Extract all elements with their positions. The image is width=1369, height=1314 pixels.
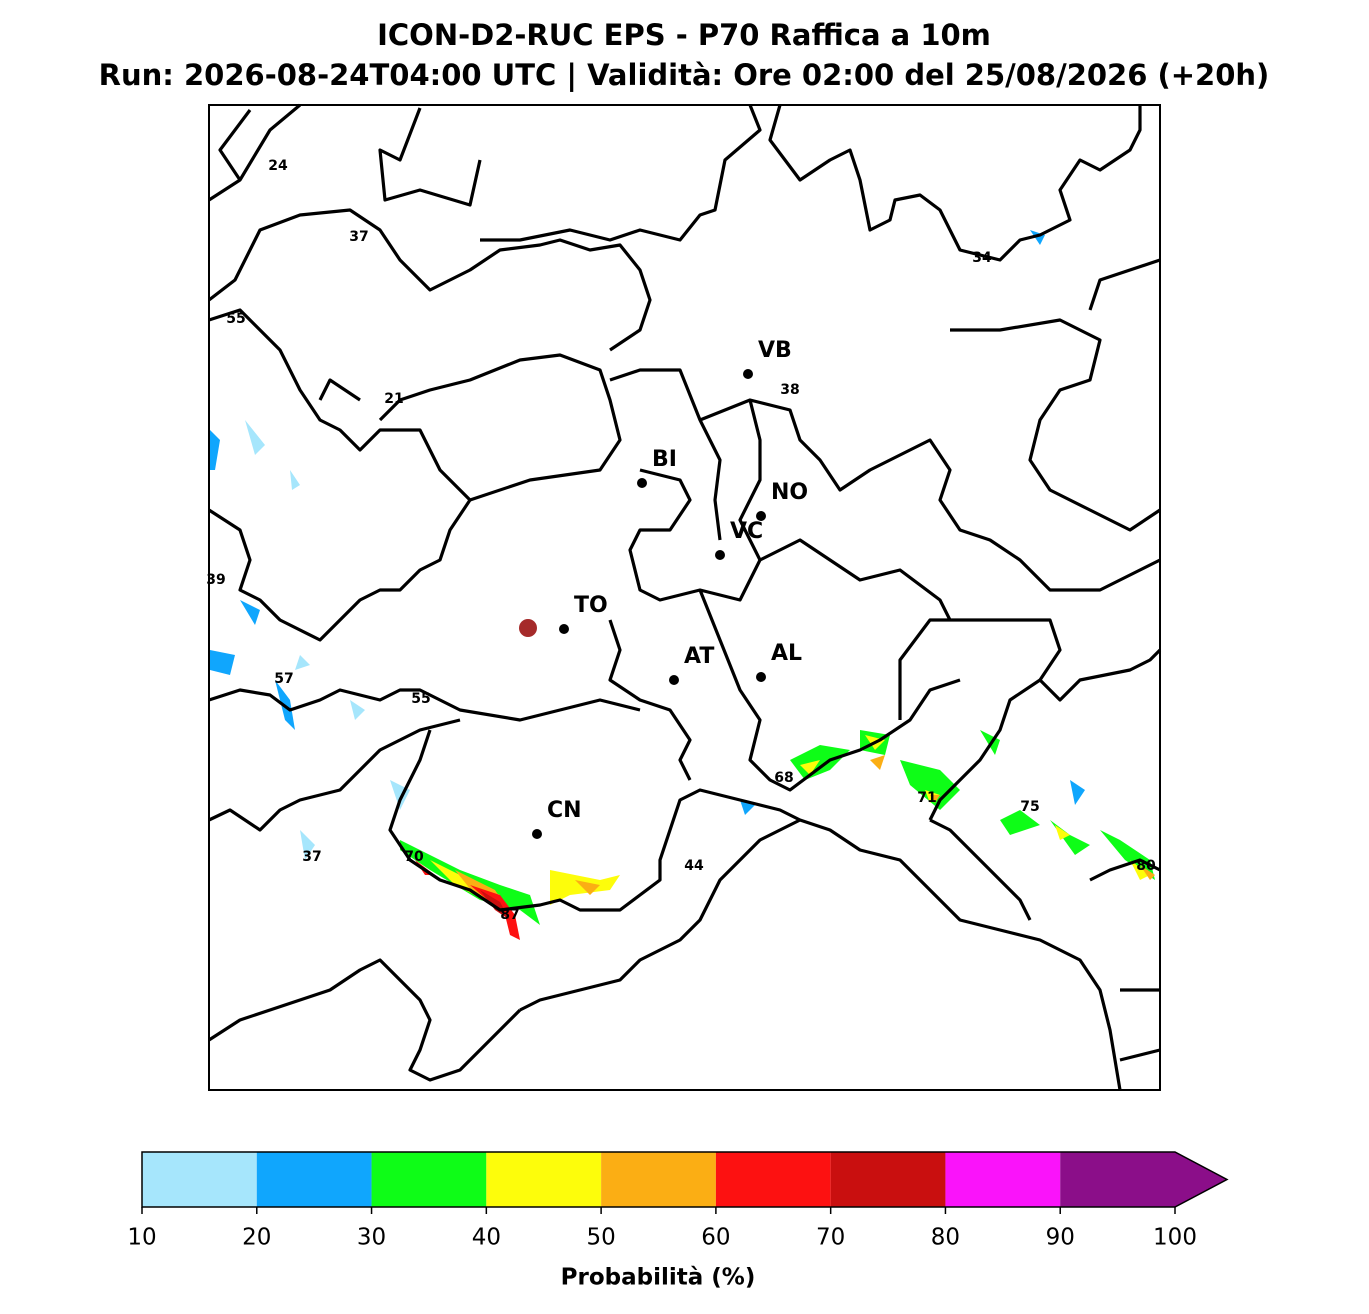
max-labels: 24 37 34 55 21 38 39 57 55 68 71 75 80 37 70 87 44 [206,158,1156,923]
max-label: 37 [349,229,368,245]
colorbar-bin [830,1152,946,1207]
borders [208,103,1162,1091]
max-label: 37 [302,849,321,865]
city-label: CN [547,798,582,823]
city-label: BI [652,447,677,472]
max-label: 57 [274,671,293,687]
colorbar-bin [256,1152,372,1207]
point-marker [519,619,537,637]
colorbar-outline [141,1151,1229,1208]
max-label: 21 [384,391,403,407]
max-label: 75 [1020,799,1039,815]
probability-patches [210,230,1155,940]
max-label: 70 [404,849,424,865]
colorbar-tick-label: 10 [127,1225,156,1251]
city-label: VC [730,519,763,544]
colorbar-tick-label: 40 [472,1225,501,1251]
max-label: 55 [411,691,430,707]
city-label: NO [771,480,808,505]
colorbar-tick-label: 30 [357,1225,386,1251]
cities: VB BI NO VC TO AT AL CN [532,338,808,839]
city-dot [715,550,725,560]
max-label: 38 [780,382,799,398]
colorbar-tick-label: 90 [1046,1225,1075,1251]
map: VB BI NO VC TO AT AL CN 24 37 34 55 21 38 39 57 55 68 71 7… [206,103,1162,1091]
title: ICON-D2-RUC EPS - P70 Raffica a 10m [377,18,991,52]
colorbar-bin [1060,1152,1175,1207]
max-label: 44 [684,858,704,874]
colorbar-tick-label: 20 [242,1225,271,1251]
max-label: 34 [972,250,992,266]
city-label: AL [771,641,802,666]
colorbar-label: Probabilità (%) [561,1265,756,1291]
colorbar-bin [142,1152,257,1207]
city-dot [559,624,569,634]
max-label: 55 [226,311,245,327]
colorbar-bin [371,1152,487,1207]
colorbar-tick-label: 60 [701,1225,730,1251]
colorbar-bin [715,1152,831,1207]
colorbar-tick-label: 80 [931,1225,960,1251]
max-label: 39 [206,572,225,588]
colorbar-bin [601,1152,716,1207]
map-frame [208,104,1161,1091]
city-dot [532,829,542,839]
city-dot [756,511,766,521]
colorbar-bin [486,1152,602,1207]
colorbar-extension [1175,1152,1227,1207]
max-label: 87 [500,907,519,923]
city-dot [669,675,679,685]
colorbar: 10 20 30 40 50 60 70 80 90 100 [127,1151,1229,1251]
city-label: AT [684,644,714,669]
max-label: 68 [774,770,793,786]
max-label: 71 [917,790,936,806]
subtitle: Run: 2026-08-24T04:00 UTC | Validità: Or… [99,58,1270,92]
max-label: 24 [268,158,288,174]
city-label: TO [574,593,608,618]
colorbar-tick-label: 70 [816,1225,845,1251]
city-label: VB [758,338,792,363]
city-dot [756,672,766,682]
colorbar-tick-label: 50 [586,1225,615,1251]
max-label: 80 [1136,858,1156,874]
colorbar-bin [945,1152,1061,1207]
city-dot [743,369,753,379]
city-dot [637,478,647,488]
colorbar-tick-label: 100 [1153,1225,1197,1251]
